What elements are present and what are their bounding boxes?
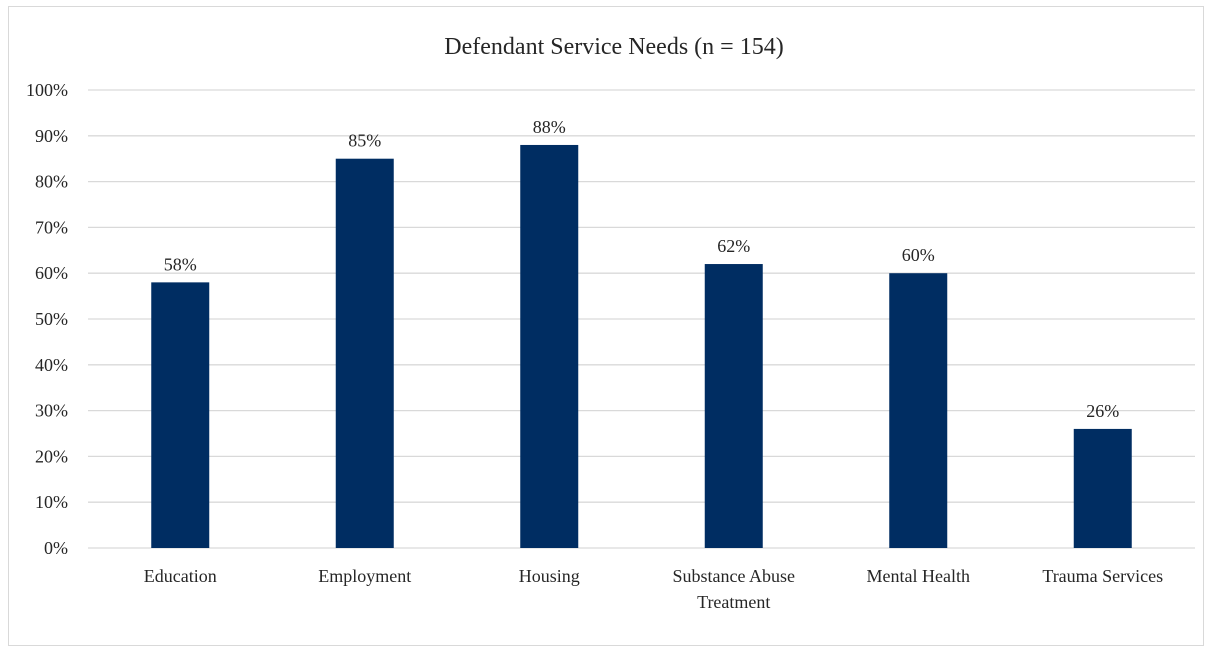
y-tick-label: 100% bbox=[26, 80, 68, 100]
bars bbox=[151, 144, 1132, 548]
x-category-label: Employment bbox=[318, 566, 411, 586]
chart-title: Defendant Service Needs (n = 154) bbox=[444, 34, 783, 60]
data-label: 62% bbox=[717, 236, 750, 256]
y-tick-label: 20% bbox=[35, 446, 68, 466]
x-category-label: Mental Health bbox=[867, 566, 970, 586]
bar bbox=[889, 273, 948, 548]
x-category-label: Trauma Services bbox=[1042, 566, 1163, 586]
data-label: 58% bbox=[164, 254, 197, 274]
y-tick-label: 70% bbox=[35, 217, 68, 237]
y-tick-label: 90% bbox=[35, 126, 68, 146]
y-tick-label: 0% bbox=[44, 538, 68, 558]
x-category-label: Education bbox=[144, 566, 217, 586]
bar bbox=[151, 282, 210, 548]
bar bbox=[704, 264, 763, 548]
data-label: 88% bbox=[533, 117, 566, 137]
bar bbox=[520, 144, 579, 548]
bar bbox=[1073, 428, 1132, 548]
y-tick-label: 10% bbox=[35, 492, 68, 512]
data-label: 60% bbox=[902, 245, 935, 265]
data-label: 26% bbox=[1086, 401, 1119, 421]
data-label: 85% bbox=[348, 131, 381, 151]
x-category-label: Substance Abuse Treatment bbox=[673, 566, 795, 612]
y-tick-label: 60% bbox=[35, 263, 68, 283]
y-tick-label: 50% bbox=[35, 309, 68, 329]
y-axis-ticks: 0% 10% 20% 30% 40% 50% 60% 70% 80% 90% 100% bbox=[26, 80, 68, 558]
bar bbox=[335, 158, 394, 548]
y-tick-label: 40% bbox=[35, 355, 68, 375]
data-labels: 58% 85% 88% 62% 60% 26% bbox=[164, 117, 1120, 421]
x-category-label: Housing bbox=[519, 566, 580, 586]
x-axis-categories: Education Employment Housing Substance Abus… bbox=[144, 566, 1163, 612]
y-tick-label: 80% bbox=[35, 172, 68, 192]
gridlines bbox=[88, 89, 1195, 549]
y-tick-label: 30% bbox=[35, 401, 68, 421]
